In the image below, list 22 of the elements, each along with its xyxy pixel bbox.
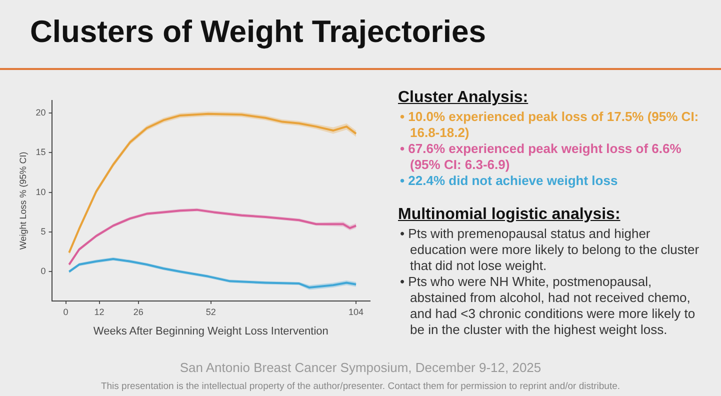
- x-tick-label: 104: [348, 306, 364, 317]
- text: Cluster Analysis:: [398, 89, 530, 106]
- text: • Pts who were NH White, postmenopausal, abstained from alcohol, had not received chemo, and had <3 chronic conditions were more likely to be in the cluster with the highest weight loss.: [399, 274, 696, 338]
- x-tick-label: 26: [133, 306, 144, 317]
- text: This presentation is the intellectual property of the author/presenter. Contact them for permission to reprint and/or distribute.: [100, 381, 622, 392]
- y-tick-label: 0: [40, 266, 46, 276]
- text: San Antonio Breast Cancer Symposium, December 9-12, 2025: [178, 360, 542, 375]
- y-axis-title: Weight Loss % (95% CI): [18, 152, 28, 250]
- y-tick-label: 20: [36, 108, 46, 118]
- text: • 10.0% experienced peak loss of 17.5% (95% CI: 16.8-18.2): [399, 109, 700, 141]
- text: • Pts with premenopausal status and higher education were more likely to belong to the cluster that did not lose weight.: [399, 226, 700, 274]
- text: Multinomial logistic analysis:: [398, 206, 622, 223]
- y-tick-label: 10: [36, 186, 46, 197]
- chart-title: Clusters of Weight Trajectories: [30, 14, 486, 50]
- text: • 67.6% experienced peak weight loss of 6.6% (95% CI: 6.3-6.9): [399, 141, 682, 173]
- x-axis-title: Weeks After Beginning Weight Loss Intervention: [93, 325, 328, 338]
- y-tick-label: 5: [40, 226, 46, 237]
- x-tick-label: 52: [206, 306, 216, 317]
- y-tick-label: 15: [36, 147, 46, 158]
- x-tick-label: 0: [63, 306, 68, 317]
- text: • 22.4% did not achieve weight loss: [399, 173, 619, 189]
- x-tick-label: 12: [94, 306, 104, 317]
